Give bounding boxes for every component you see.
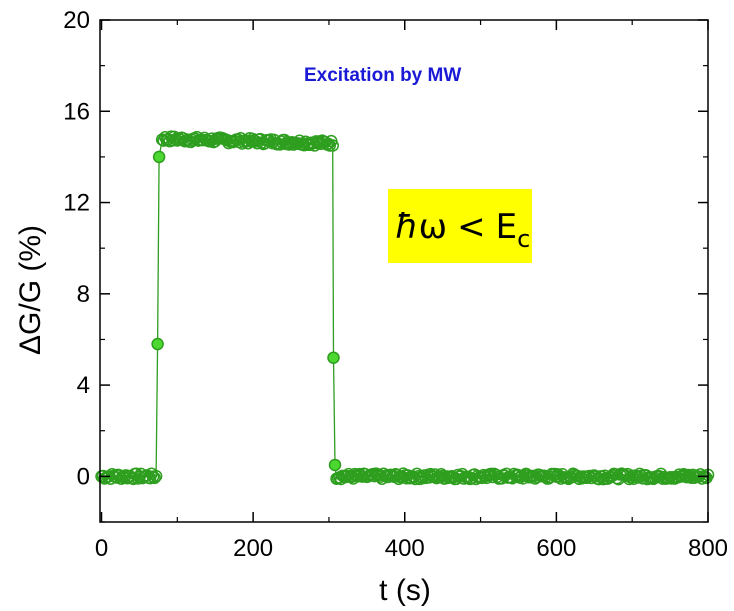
less-than-symbol: <: [457, 207, 486, 247]
x-tick-label: 200: [233, 535, 273, 562]
x-tick-label: 800: [688, 535, 728, 562]
energy-symbol: E: [496, 207, 517, 247]
y-axis-title: ΔG/G (%): [14, 225, 47, 355]
hbar-symbol: ħ: [395, 207, 419, 247]
y-tick-label: 16: [63, 98, 90, 125]
x-axis-title: t (s): [379, 574, 431, 607]
axis-ticks: [100, 19, 709, 523]
data-point: [326, 139, 339, 152]
series-line: [101, 134, 709, 481]
excitation-annotation: Excitation by MW: [304, 65, 461, 86]
formula-annotation: ħω < Ec: [388, 189, 532, 263]
y-tick-label: 0: [77, 463, 90, 490]
plot-data-layer: [95, 130, 715, 486]
y-tick-label: 12: [63, 190, 90, 217]
x-tick-label: 0: [95, 535, 108, 562]
axis-tick-labels: 0 200 400 600 800 0 4 8 12 16 20: [63, 7, 728, 562]
data-point: [622, 472, 636, 486]
y-tick-label: 8: [77, 281, 90, 308]
data-point-highlight: [151, 337, 164, 351]
energy-subscript: c: [517, 225, 530, 253]
data-point-highlight: [152, 150, 166, 164]
formula-text: ħω < Ec: [395, 207, 530, 253]
omega-symbol: ω: [419, 207, 447, 247]
y-tick-label: 20: [63, 7, 90, 34]
data-point-highlight: [328, 458, 342, 472]
y-tick-label: 4: [77, 372, 90, 399]
formula-box: [388, 189, 532, 263]
x-tick-label: 400: [385, 535, 425, 562]
data-point: [148, 471, 161, 485]
plot-frame: [99, 19, 709, 523]
data-point: [149, 469, 163, 483]
data-point: [282, 138, 296, 151]
data-point-highlight: [327, 351, 340, 364]
axes-frame: [99, 19, 709, 523]
x-tick-label: 600: [536, 535, 576, 562]
